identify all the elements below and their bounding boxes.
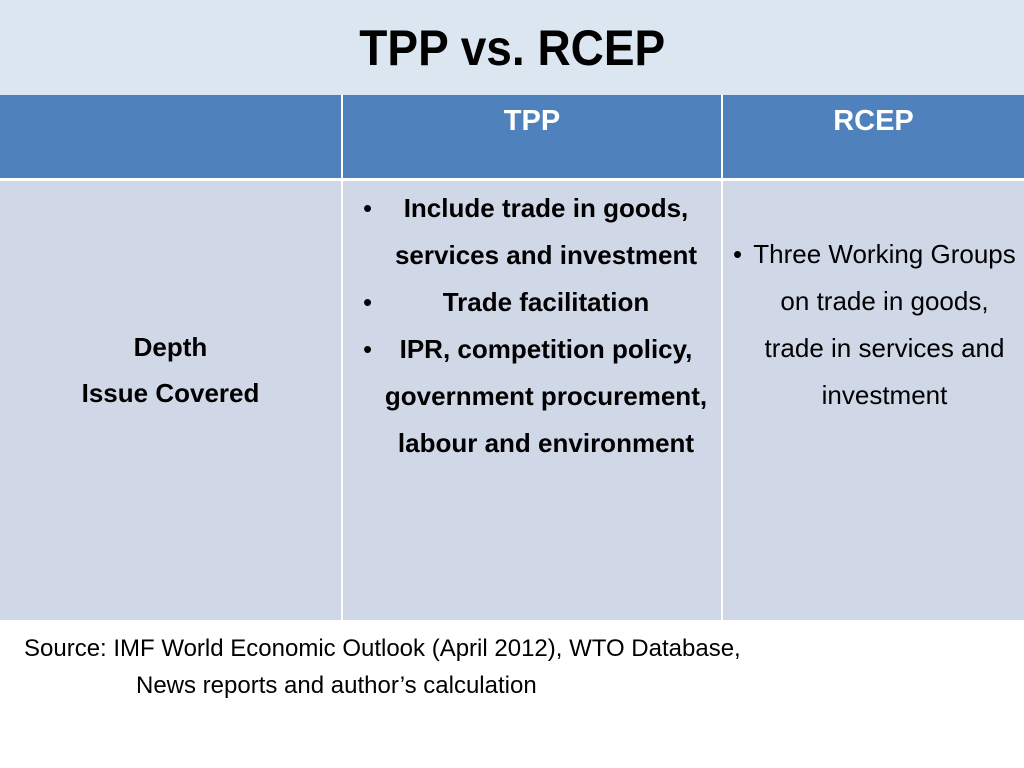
comparison-table: TPP RCEP Depth Issue Covered • Include tr… (0, 95, 1024, 620)
bullet-icon: • (363, 333, 373, 364)
slide-title: TPP vs. RCEP (359, 19, 665, 76)
table-row: Depth Issue Covered • Include trade in go… (0, 179, 1024, 620)
rcep-bullet-item: • Three Working Groups on trade in goods,… (731, 231, 1016, 419)
source-line-1: Source: IMF World Economic Outlook (Apri… (24, 635, 741, 662)
header-empty (0, 95, 342, 181)
header-rcep: RCEP (721, 95, 1024, 181)
row-label-cell: Depth Issue Covered (0, 179, 342, 620)
source-line-2: News reports and author’s calculation (136, 672, 537, 699)
rcep-bullet-text: Three Working Groups on trade in goods, … (753, 238, 1016, 410)
tpp-bullet-item: • Include trade in goods, services and in… (353, 185, 711, 279)
source-note: Source: IMF World Economic Outlook (Apri… (24, 630, 1004, 704)
tpp-bullet-item: • Trade facilitation (353, 279, 711, 326)
tpp-bullet-list: • Include trade in goods, services and in… (353, 185, 711, 467)
tpp-bullet-text: IPR, competition policy, government proc… (384, 333, 708, 458)
tpp-bullet-text: Trade facilitation (442, 286, 650, 317)
table-header-row: TPP RCEP (0, 95, 1024, 181)
rcep-bullet-list: • Three Working Groups on trade in goods,… (731, 231, 1016, 419)
tpp-cell: • Include trade in goods, services and in… (341, 179, 722, 620)
bullet-icon: • (733, 238, 743, 269)
bullet-icon: • (363, 192, 373, 223)
bullet-icon: • (363, 286, 373, 317)
tpp-bullet-item: • IPR, competition policy, government pro… (353, 326, 711, 467)
header-tpp: TPP (341, 95, 722, 181)
rcep-cell: • Three Working Groups on trade in goods,… (721, 179, 1024, 620)
row-label-issue-covered: Issue Covered (81, 378, 260, 409)
title-bar: TPP vs. RCEP (0, 0, 1024, 95)
row-label-depth: Depth (133, 332, 208, 363)
tpp-bullet-text: Include trade in goods, services and inv… (394, 192, 698, 270)
